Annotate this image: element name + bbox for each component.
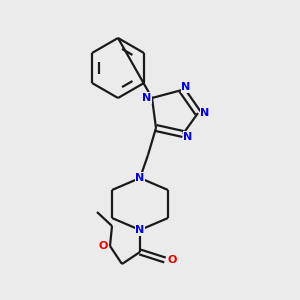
Text: O: O	[98, 241, 108, 251]
Text: N: N	[183, 132, 193, 142]
Text: O: O	[167, 255, 177, 265]
Text: N: N	[142, 93, 152, 103]
Text: N: N	[135, 225, 145, 235]
Text: N: N	[200, 108, 210, 118]
Text: N: N	[135, 173, 145, 183]
Text: N: N	[182, 82, 190, 92]
